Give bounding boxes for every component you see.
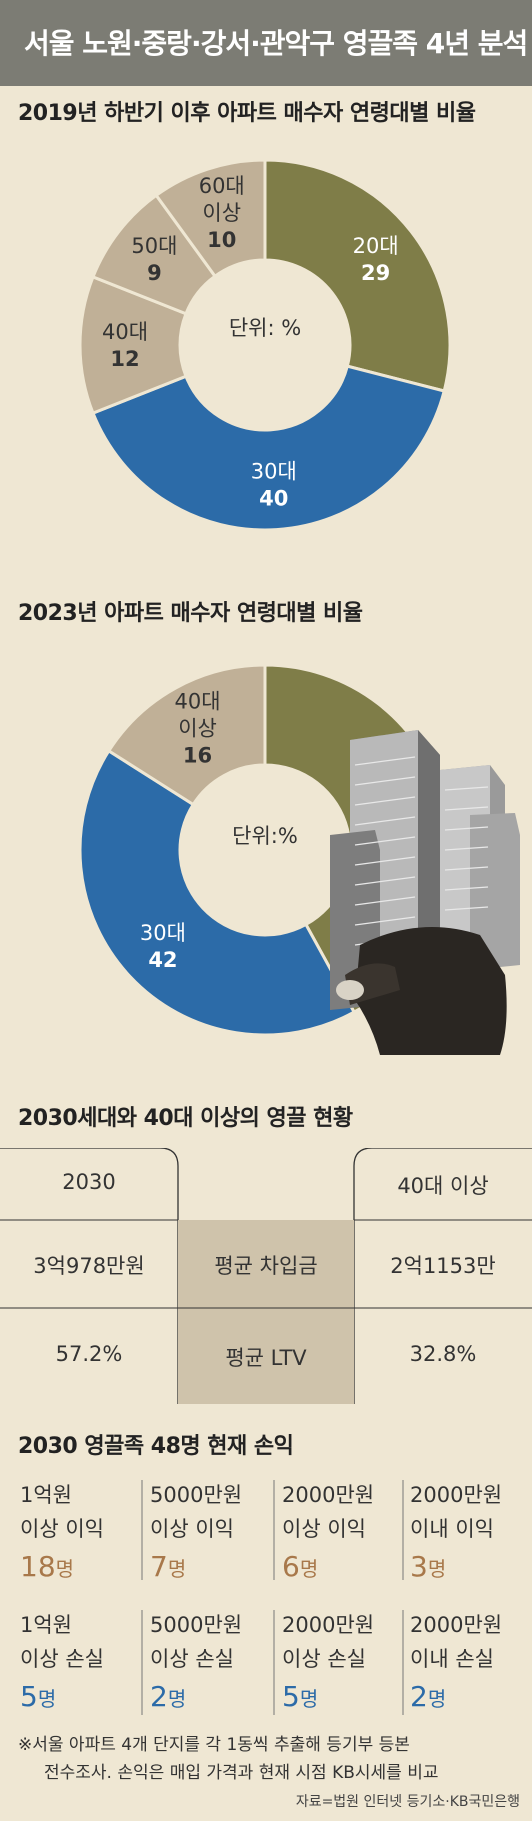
- pie-label-2: 40대 12: [102, 320, 148, 371]
- pie-label-2: 40대 이상 16: [175, 689, 221, 767]
- pnl-type: 이상 손실: [150, 1647, 234, 1671]
- pie-label-0: 20대 29: [353, 234, 399, 285]
- compare-table: 2030 40대 이상 3억978만원 평균 차입금 2억1153만 57.2%…: [0, 1148, 532, 1404]
- pie-slice-1: [91, 364, 447, 532]
- pnl-count: 2명: [410, 1680, 447, 1713]
- pnl-range: 2000만원: [282, 1613, 375, 1637]
- pnl-type: 이상 이익: [20, 1517, 104, 1541]
- pie-label-1: 30대 40: [251, 460, 297, 511]
- compare-title: 2030세대와 40대 이상의 영끌 현황: [18, 1106, 353, 1131]
- footnote-line1: ※서울 아파트 4개 단지를 각 1동씩 추출해 등기부 등본: [18, 1735, 410, 1755]
- table-frame: [0, 1148, 532, 1404]
- pnl-count: 18명: [20, 1550, 75, 1583]
- pnl-range: 2000만원: [410, 1483, 503, 1507]
- pnl-count: 5명: [282, 1680, 319, 1713]
- pnl-type: 이내 손실: [410, 1647, 494, 1671]
- pnl-type: 이상 이익: [150, 1517, 234, 1541]
- row-borrow-2030: 3억978만원: [33, 1254, 145, 1278]
- pie-slice-0: [263, 158, 452, 393]
- person-silhouette-illustration: [336, 927, 507, 1055]
- pnl-range: 5000만원: [150, 1613, 243, 1637]
- pnl-range: 5000만원: [150, 1483, 243, 1507]
- pnl-type: 이상 손실: [20, 1647, 104, 1671]
- pie1-unit-label: 단위: %: [229, 316, 301, 340]
- col-header-40plus: 40대 이상: [397, 1174, 489, 1198]
- pnl-count: 6명: [282, 1550, 319, 1583]
- row-ltv-2030: 57.2%: [55, 1342, 123, 1366]
- pnl-count: 2명: [150, 1680, 187, 1713]
- footnote: ※서울 아파트 4개 단지를 각 1동씩 추출해 등기부 등본 전수조사. 손익…: [18, 1731, 438, 1787]
- pnl-count: 7명: [150, 1550, 187, 1583]
- pnl-count: 5명: [20, 1680, 57, 1713]
- chart2-title: 2023년 아파트 매수자 연령대별 비율: [18, 601, 363, 626]
- pnl-count: 3명: [410, 1550, 447, 1583]
- pie-slice-4: [154, 158, 267, 279]
- pnl-title: 2030 영끌족 48명 현재 손익: [18, 1434, 294, 1459]
- row-borrow-40plus: 2억1153만: [390, 1254, 496, 1278]
- row-ltv-40plus: 32.8%: [409, 1342, 477, 1366]
- pnl-range: 1억원: [20, 1483, 73, 1507]
- pnl-range: 2000만원: [282, 1483, 375, 1507]
- apartment-buildings-illustration: [330, 730, 520, 1010]
- source-credit: 자료=법원 인터넷 등기소·KB국민은행: [295, 1794, 520, 1810]
- row-borrow-label: 평균 차입금: [214, 1254, 318, 1278]
- pnl-dividers: [141, 1480, 404, 1715]
- pie-slice-1: [78, 748, 357, 1037]
- pie-chart-2019: 20대 29 30대 40 40대 12 50대 9 60대 이상 10 단위: %: [78, 158, 452, 532]
- pie-chart-2023: 20대4230대4240대이상16 단위:%: [78, 663, 520, 1055]
- row-ltv-label: 평균 LTV: [225, 1346, 307, 1370]
- pie-label-1: 30대 42: [140, 921, 186, 972]
- footnote-line2: 전수조사. 손익은 매입 가격과 현재 시점 KB시세를 비교: [44, 1763, 439, 1783]
- col-header-2030: 2030: [62, 1170, 116, 1194]
- chart1-title: 2019년 하반기 이후 아파트 매수자 연령대별 비율: [18, 101, 476, 126]
- pnl-range: 1억원: [20, 1613, 73, 1637]
- pnl-type: 이상 이익: [282, 1517, 366, 1541]
- pnl-type: 이상 손실: [282, 1647, 366, 1671]
- pie-label-3: 50대 9: [131, 234, 177, 285]
- pnl-type: 이내 이익: [410, 1517, 494, 1541]
- title-banner: 서울 노원·중랑·강서·관악구 영끌족 4년 분석: [0, 0, 532, 86]
- pnl-range: 2000만원: [410, 1613, 503, 1637]
- pie-label-4: 60대 이상 10: [199, 174, 245, 252]
- pie2-unit-label: 단위:%: [232, 824, 298, 848]
- pie-slice-2: [106, 663, 267, 807]
